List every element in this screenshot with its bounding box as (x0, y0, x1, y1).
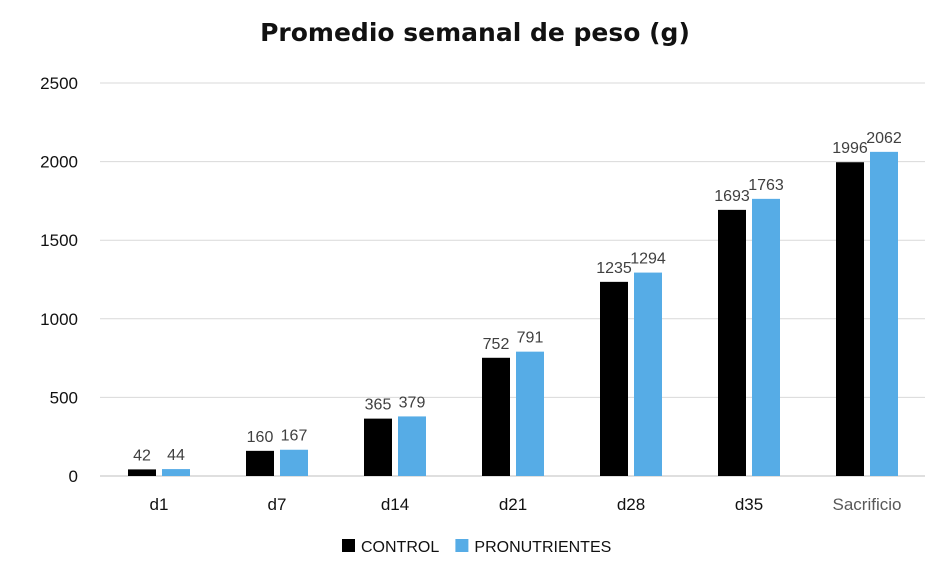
y-tick-label: 1000 (40, 310, 78, 329)
bar-control (718, 209, 746, 476)
bar-control (128, 469, 156, 476)
data-label: 167 (281, 428, 308, 445)
bar-control (836, 162, 864, 476)
data-label: 1235 (596, 260, 632, 277)
data-label: 791 (517, 330, 544, 347)
data-label: 365 (365, 397, 392, 414)
y-tick-label: 2500 (40, 74, 78, 93)
data-label: 1763 (748, 177, 784, 194)
bar-pronutrientes (162, 469, 190, 476)
legend-label-control: CONTROL (361, 539, 439, 556)
bar-control (246, 450, 274, 476)
data-label: 42 (133, 447, 151, 464)
bar-control (600, 281, 628, 476)
data-label: 1294 (630, 251, 666, 268)
bar-pronutrientes (280, 449, 308, 476)
data-label: 1996 (832, 140, 868, 157)
chart-title: Promedio semanal de peso (g) (260, 18, 690, 47)
x-tick-label: d14 (381, 495, 409, 514)
bar-pronutrientes (516, 351, 544, 476)
y-tick-label: 2000 (40, 153, 78, 172)
y-tick-label: 500 (50, 388, 78, 407)
x-tick-label: d35 (735, 495, 763, 514)
y-tick-label: 1500 (40, 231, 78, 250)
data-label: 752 (483, 336, 510, 353)
x-tick-label: d7 (268, 495, 287, 514)
y-tick-label: 0 (69, 467, 78, 486)
data-label: 2062 (866, 130, 902, 147)
bar-control (364, 418, 392, 476)
data-label: 1693 (714, 188, 750, 205)
legend-swatch-pronutrientes (455, 539, 469, 552)
data-label: 44 (167, 447, 185, 464)
bar-control (482, 357, 510, 476)
bar-pronutrientes (752, 198, 780, 477)
bar-pronutrientes (634, 272, 662, 476)
x-tick-label: d21 (499, 495, 527, 514)
x-tick-label: d28 (617, 495, 645, 514)
bar-pronutrientes (398, 416, 426, 476)
data-label: 160 (247, 429, 274, 446)
legend-swatch-control (342, 539, 355, 552)
data-label: 379 (399, 394, 426, 411)
legend-label-pronutrientes: PRONUTRIENTES (474, 539, 611, 556)
x-tick-label: Sacrificio (833, 495, 902, 514)
bar-pronutrientes (870, 151, 898, 476)
x-tick-label: d1 (150, 495, 169, 514)
